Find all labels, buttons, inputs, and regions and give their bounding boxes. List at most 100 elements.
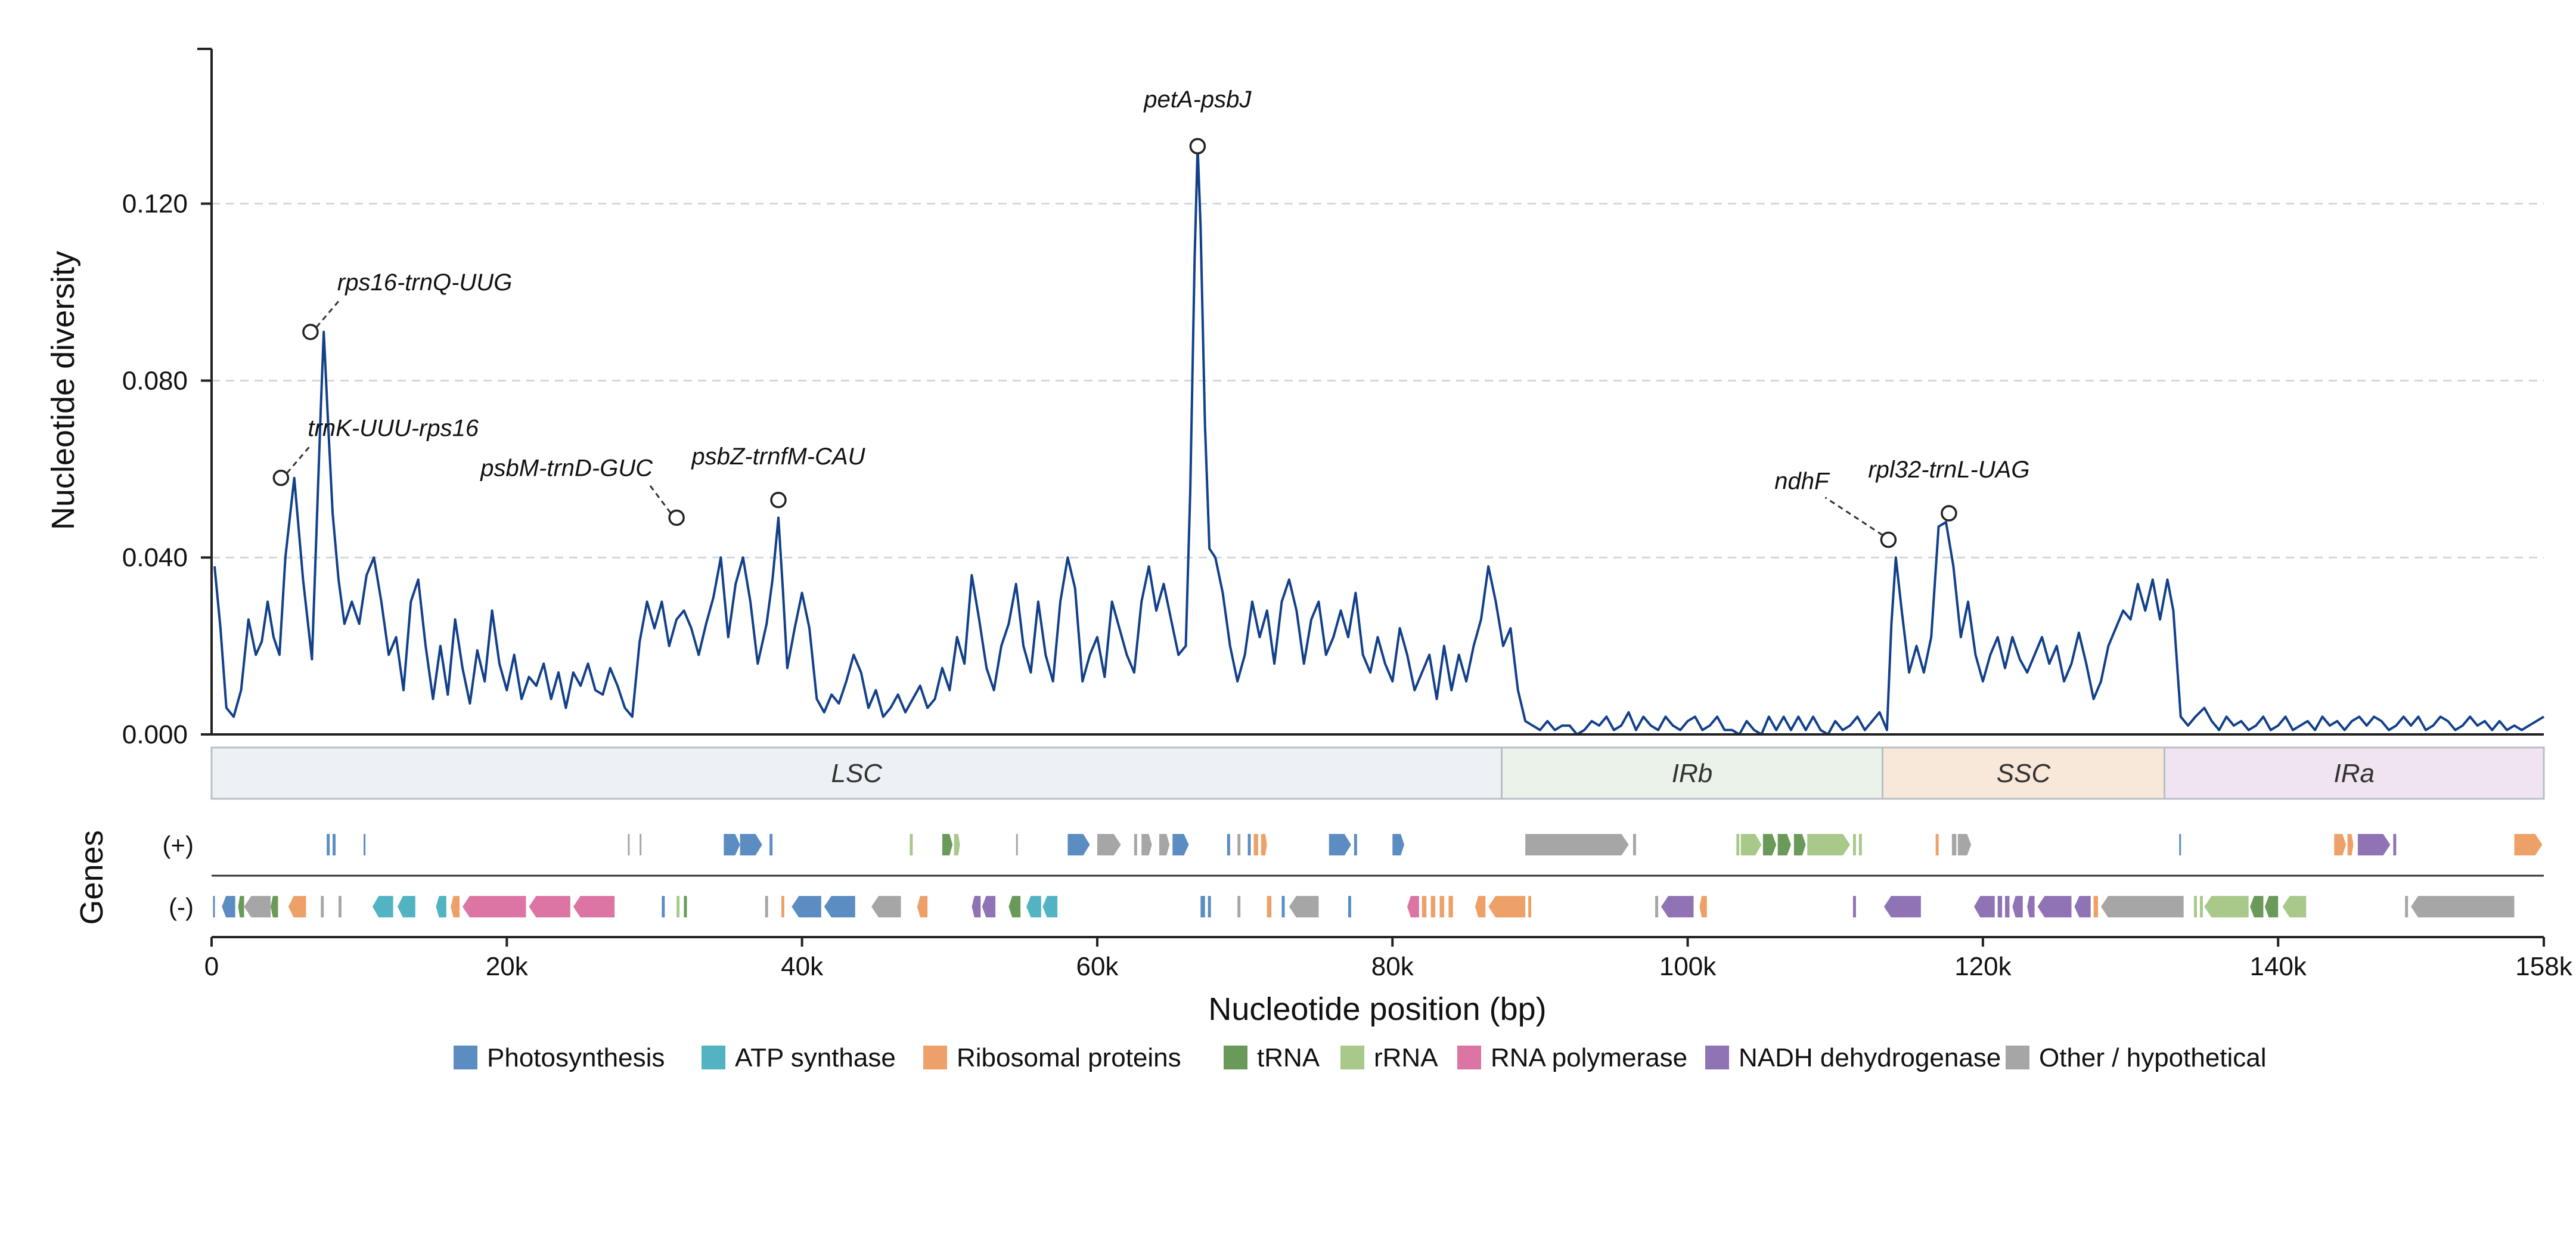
peak-label: psbZ-trnfM-CAU bbox=[691, 444, 865, 470]
gene-block bbox=[1329, 834, 1351, 855]
gene-block bbox=[1237, 834, 1241, 855]
gene-block bbox=[213, 896, 215, 917]
region-track: LSC IRb SSC IRa bbox=[210, 746, 2545, 800]
strand-label-minus: (-) bbox=[169, 893, 194, 921]
gene-block bbox=[436, 896, 446, 917]
gene-block bbox=[1026, 896, 1041, 917]
peak-label: ndhF bbox=[1774, 469, 1830, 495]
legend: Photosynthesis ATP synthase Ribosomal prot… bbox=[454, 1043, 2267, 1072]
gene-block bbox=[1883, 896, 1921, 917]
gene-block bbox=[1016, 834, 1018, 855]
gene-block bbox=[2357, 834, 2391, 855]
gene-block bbox=[765, 896, 768, 917]
gene-block bbox=[2514, 834, 2543, 855]
peak-label: trnK-UUU-rps16 bbox=[308, 415, 479, 442]
x-tick-label: 80k bbox=[1371, 952, 1414, 981]
gene-block bbox=[463, 896, 526, 917]
gene-block bbox=[676, 896, 680, 917]
gene-block bbox=[238, 896, 244, 917]
gene-block bbox=[244, 896, 271, 917]
x-tick-label: 140k bbox=[2250, 952, 2307, 981]
genes-axis-title: Genes bbox=[74, 830, 110, 925]
gene-block bbox=[2005, 896, 2010, 917]
x-tick-label: 40k bbox=[781, 952, 824, 981]
legend-label: Photosynthesis bbox=[487, 1043, 665, 1072]
gene-block bbox=[1422, 896, 1427, 917]
gene-block bbox=[2179, 834, 2181, 855]
x-tick-label: 60k bbox=[1076, 952, 1119, 981]
gene-block bbox=[1042, 896, 1058, 917]
region-label: LSC bbox=[831, 759, 883, 788]
gene-block bbox=[2204, 896, 2249, 917]
gene-block bbox=[2411, 896, 2515, 917]
gene-block bbox=[1475, 896, 1486, 917]
y-tick-label: 0.080 bbox=[122, 366, 188, 395]
gene-block bbox=[1134, 834, 1137, 855]
diversity-series bbox=[213, 145, 2545, 736]
gene-block bbox=[662, 896, 665, 917]
gene-block bbox=[724, 834, 740, 855]
legend-swatch bbox=[923, 1046, 947, 1069]
x-axis-title: Nucleotide position (bp) bbox=[1208, 991, 1546, 1027]
gene-track: (+) (-) bbox=[163, 831, 2544, 921]
gene-block bbox=[954, 834, 960, 855]
gene-block bbox=[1208, 896, 1211, 917]
gene-block bbox=[222, 896, 235, 917]
x-tick-label: 20k bbox=[486, 952, 529, 981]
peak-leader-line bbox=[1824, 497, 1883, 536]
gene-block bbox=[1200, 896, 1205, 917]
gene-block bbox=[1281, 896, 1285, 917]
region-box bbox=[2164, 746, 2545, 800]
gene-block bbox=[2282, 896, 2307, 917]
y-tick-label: 0.120 bbox=[122, 190, 188, 219]
peak-annotations: petA-psbJrps16-trnQ-UUGtrnK-UUU-rps16psb… bbox=[272, 86, 2030, 548]
legend-label: NADH dehydrogenase bbox=[1739, 1043, 2001, 1072]
region-label: SSC bbox=[1997, 759, 2052, 788]
gene-block bbox=[2194, 896, 2198, 917]
gene-block bbox=[910, 834, 913, 855]
gene-block bbox=[1448, 896, 1453, 917]
gene-block bbox=[338, 896, 342, 917]
gene-block bbox=[1762, 834, 1777, 855]
gene-block bbox=[942, 834, 953, 855]
legend-label: ATP synthase bbox=[735, 1043, 896, 1072]
legend-swatch bbox=[1457, 1046, 1481, 1069]
gene-block bbox=[1858, 834, 1862, 855]
gene-block bbox=[1655, 896, 1659, 917]
gene-block bbox=[2012, 896, 2023, 917]
gene-block bbox=[1289, 896, 1319, 917]
gene-block bbox=[1699, 896, 1707, 917]
gene-block bbox=[1227, 834, 1230, 855]
gene-block bbox=[1430, 896, 1436, 917]
gridlines bbox=[212, 203, 2544, 559]
region-label: IRa bbox=[2334, 759, 2375, 788]
peak-leader-line bbox=[286, 444, 312, 474]
gene-block bbox=[1793, 834, 1806, 855]
legend-label: rRNA bbox=[1374, 1043, 1438, 1072]
legend-swatch bbox=[1224, 1046, 1247, 1069]
gene-block bbox=[573, 896, 615, 917]
peak-label: petA-psbJ bbox=[1143, 86, 1252, 113]
axes: 0.000 0.040 0.080 0.120 bbox=[122, 48, 2544, 749]
gene-block bbox=[1974, 896, 1995, 917]
gene-block bbox=[529, 896, 570, 917]
gene-block bbox=[1267, 896, 1272, 917]
peak-leader-line bbox=[315, 297, 342, 328]
region-box bbox=[1501, 746, 1883, 800]
gene-block bbox=[333, 834, 336, 855]
gene-block bbox=[1354, 834, 1357, 855]
gene-block bbox=[781, 896, 784, 917]
gene-block bbox=[2093, 896, 2099, 917]
peak-marker bbox=[272, 469, 290, 486]
gene-block bbox=[871, 896, 901, 917]
gene-block bbox=[364, 834, 366, 855]
gene-block bbox=[1097, 834, 1121, 855]
gene-block bbox=[2264, 896, 2279, 917]
gene-block bbox=[2347, 834, 2354, 855]
gene-block bbox=[2074, 896, 2091, 917]
legend-label: tRNA bbox=[1257, 1043, 1320, 1072]
gene-block bbox=[1661, 896, 1694, 917]
gene-block bbox=[1997, 896, 2003, 917]
